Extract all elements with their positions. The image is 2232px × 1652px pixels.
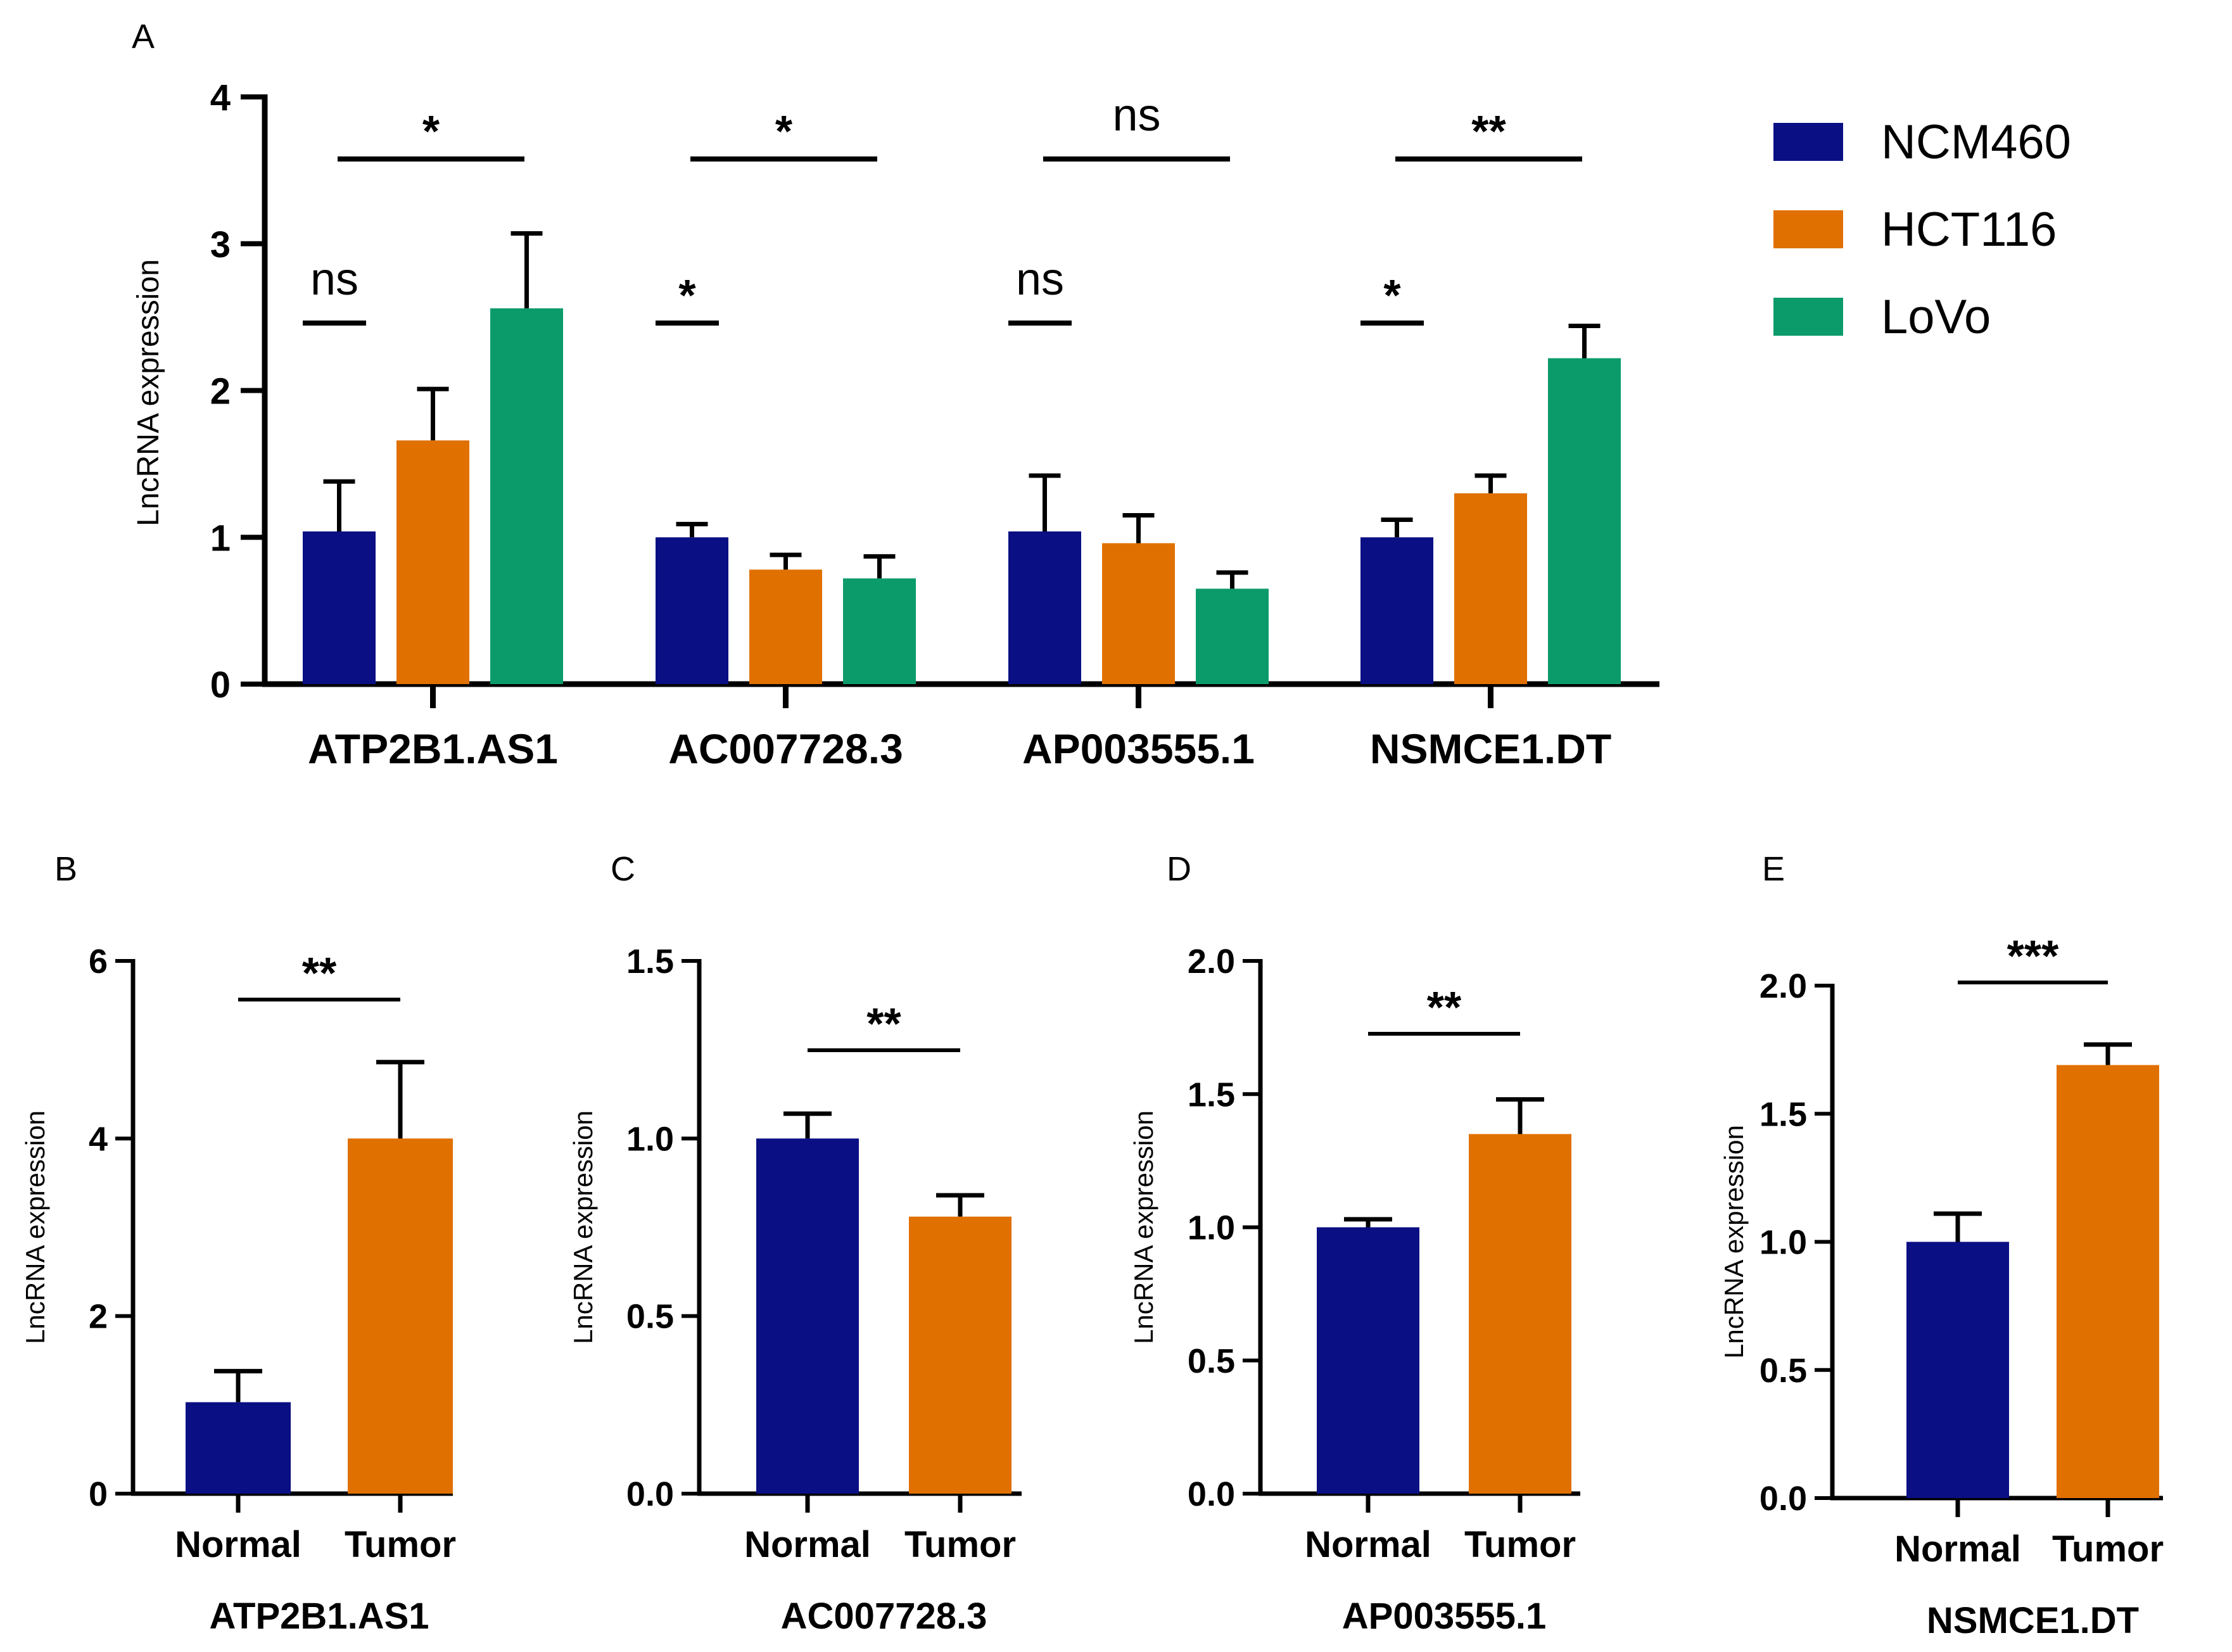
- panel-a-bar-ap003555-1-ncm460: [1008, 531, 1081, 684]
- panel-a-y-tick-label: 3: [210, 224, 231, 265]
- panel-a-bar-atp2b1-as1-hct116: [396, 440, 469, 684]
- panel-e-gene-title: NSMCE1.DT: [1927, 1600, 2139, 1641]
- panel-e-y-tick-label: 1.0: [1760, 1224, 1807, 1262]
- panel-c-x-tick-label-normal: Normal: [744, 1524, 871, 1565]
- panel-c-bar-normal: [756, 1138, 859, 1494]
- panel-c-chart: 0.0 0.5 1.0 1.5 LncRNA expression Normal Tumor…: [568, 943, 1022, 1637]
- legend-swatch-hct116: [1773, 210, 1843, 248]
- panel-e-x-tick-label-tumor: Tumor: [2052, 1528, 2164, 1570]
- panel-b-y-tick-label: 0: [89, 1475, 108, 1513]
- panel-a-bar-nsmce1-dt-lovo: [1548, 358, 1621, 684]
- panel-c-bar-tumor: [909, 1216, 1011, 1494]
- panel-e-y-tick-label: 1.5: [1760, 1095, 1807, 1133]
- panel-b-chart: 0 2 4 6 LncRNA expression Normal Tumor ** ATP2B1…: [20, 943, 456, 1637]
- panel-e-x-tick-label-normal: Normal: [1894, 1528, 2021, 1570]
- panel-d-x-tick-label-normal: Normal: [1305, 1524, 1431, 1565]
- panel-d-y-tick-label: 2.0: [1188, 943, 1235, 981]
- panel-b-y-tick-label: 4: [89, 1120, 108, 1158]
- panel-letter-e: E: [1762, 850, 1785, 888]
- panel-a-bar-ac007728-3-lovo: [843, 578, 916, 684]
- panel-d-x-tick-label-tumor: Tumor: [1464, 1524, 1576, 1565]
- panel-a-chart: 0 1 2 3 4 LncRNA expression ATP2B1.AS1 ns * AC007…: [132, 77, 1659, 772]
- panel-letter-c: C: [611, 850, 635, 888]
- panel-a-bar-ap003555-1-hct116: [1102, 543, 1175, 684]
- panel-e-y-tick-label: 0.0: [1760, 1480, 1807, 1518]
- panel-a-sig-label-ap003555-1-ncm460-hct116: ns: [1016, 254, 1064, 305]
- panel-a-y-axis-label: LncRNA expression: [132, 259, 165, 526]
- panel-letter-a: A: [132, 18, 155, 56]
- panel-e-sig-label: ***: [2007, 931, 2059, 981]
- panel-d-y-tick-label: 0.0: [1188, 1475, 1235, 1513]
- panel-a-y-tick-label: 4: [210, 77, 231, 118]
- legend-label-lovo: LoVo: [1881, 290, 1991, 344]
- panel-b-x-tick-label-tumor: Tumor: [345, 1524, 456, 1565]
- panel-c-y-axis-label: LncRNA expression: [568, 1110, 598, 1344]
- panel-b-bar-tumor: [348, 1138, 453, 1494]
- panel-letter-d: D: [1167, 850, 1191, 888]
- panel-c-sig-label: **: [866, 999, 901, 1048]
- panel-e-y-tick-label: 0.5: [1760, 1352, 1807, 1390]
- panel-d-bar-normal: [1317, 1227, 1419, 1494]
- panel-a-bar-atp2b1-as1-lovo: [490, 308, 563, 685]
- panel-d-gene-title: AP003555.1: [1342, 1596, 1546, 1637]
- panel-d-y-tick-label: 1.0: [1188, 1209, 1235, 1247]
- panel-d-y-tick-label: 0.5: [1188, 1342, 1235, 1380]
- panel-d-chart: 0.0 0.5 1.0 1.5 2.0 LncRNA expression Normal Tu…: [1129, 943, 1580, 1637]
- panel-d-y-tick-label: 1.5: [1188, 1076, 1235, 1114]
- panel-e-chart: 0.0 0.5 1.0 1.5 2.0 LncRNA expression Normal Tu…: [1719, 931, 2164, 1641]
- panel-b-bar-normal: [186, 1402, 291, 1494]
- panel-a-sig-label-atp2b1-as1-ncm460-hct116: ns: [310, 254, 358, 305]
- panel-d-bar-tumor: [1469, 1134, 1571, 1494]
- panel-b-x-tick-label-normal: Normal: [175, 1524, 301, 1565]
- legend: NCM460 HCT116 LoVo: [1773, 115, 2071, 344]
- panel-a-y-tick-label: 1: [210, 518, 231, 559]
- panel-a-x-tick-label-ap003555-1: AP003555.1: [1022, 725, 1255, 772]
- panel-e-bar-normal: [1906, 1242, 2009, 1498]
- panel-a-sig-label-ac007728-3-hct116-lovo: *: [775, 106, 793, 156]
- panel-a-sig-label-ac007728-3-ncm460-hct116: *: [678, 270, 696, 320]
- panel-c-x-tick-label-tumor: Tumor: [904, 1524, 1016, 1565]
- panel-letter-b: B: [54, 850, 77, 888]
- panel-a-bar-ac007728-3-ncm460: [656, 537, 728, 684]
- panel-a-sig-label-nsmce1-dt-ncm460-hct116: *: [1383, 270, 1401, 320]
- panel-a-bar-nsmce1-dt-hct116: [1454, 493, 1527, 684]
- panel-b-y-tick-label: 6: [89, 943, 108, 981]
- panel-b-y-tick-label: 2: [89, 1298, 108, 1336]
- panel-a-sig-label-atp2b1-as1-hct116-lovo: *: [422, 106, 440, 156]
- panel-a-bar-nsmce1-dt-ncm460: [1360, 537, 1433, 684]
- panel-d-sig-label: **: [1427, 982, 1462, 1032]
- panel-b-y-axis-label: LncRNA expression: [20, 1110, 50, 1344]
- panel-e-bar-tumor: [2057, 1065, 2159, 1498]
- panel-b-gene-title: ATP2B1.AS1: [209, 1596, 429, 1637]
- panel-e-y-tick-label: 2.0: [1760, 967, 1807, 1005]
- panel-d-y-axis-label: LncRNA expression: [1129, 1110, 1158, 1344]
- legend-swatch-ncm460: [1773, 123, 1843, 161]
- legend-label-ncm460: NCM460: [1881, 115, 2071, 169]
- panel-a-x-tick-label-ac007728-3: AC007728.3: [668, 725, 903, 772]
- legend-swatch-lovo: [1773, 298, 1843, 336]
- legend-label-hct116: HCT116: [1881, 203, 2057, 257]
- panel-a-x-tick-label-atp2b1-as1: ATP2B1.AS1: [308, 725, 558, 772]
- panel-a-bar-atp2b1-as1-ncm460: [303, 531, 376, 684]
- panel-a-x-tick-label-nsmce1-dt: NSMCE1.DT: [1370, 725, 1611, 772]
- panel-a-sig-label-ap003555-1-hct116-lovo: ns: [1112, 90, 1160, 141]
- panel-b-sig-label: **: [302, 948, 337, 998]
- panel-a-bar-ap003555-1-lovo: [1196, 588, 1269, 684]
- panel-e-y-axis-label: LncRNA expression: [1719, 1125, 1749, 1359]
- panel-a-bar-ac007728-3-hct116: [749, 569, 822, 684]
- panel-a-y-tick-label: 0: [210, 664, 231, 706]
- panel-c-y-tick-label: 0.0: [626, 1475, 674, 1513]
- panel-c-gene-title: AC007728.3: [781, 1596, 987, 1637]
- panel-a-sig-label-nsmce1-dt-hct116-lovo: **: [1471, 106, 1506, 156]
- panel-c-y-tick-label: 1.5: [626, 943, 674, 981]
- panel-a-y-tick-label: 2: [210, 371, 231, 412]
- panel-c-y-tick-label: 1.0: [626, 1120, 674, 1158]
- panel-c-y-tick-label: 0.5: [626, 1298, 674, 1336]
